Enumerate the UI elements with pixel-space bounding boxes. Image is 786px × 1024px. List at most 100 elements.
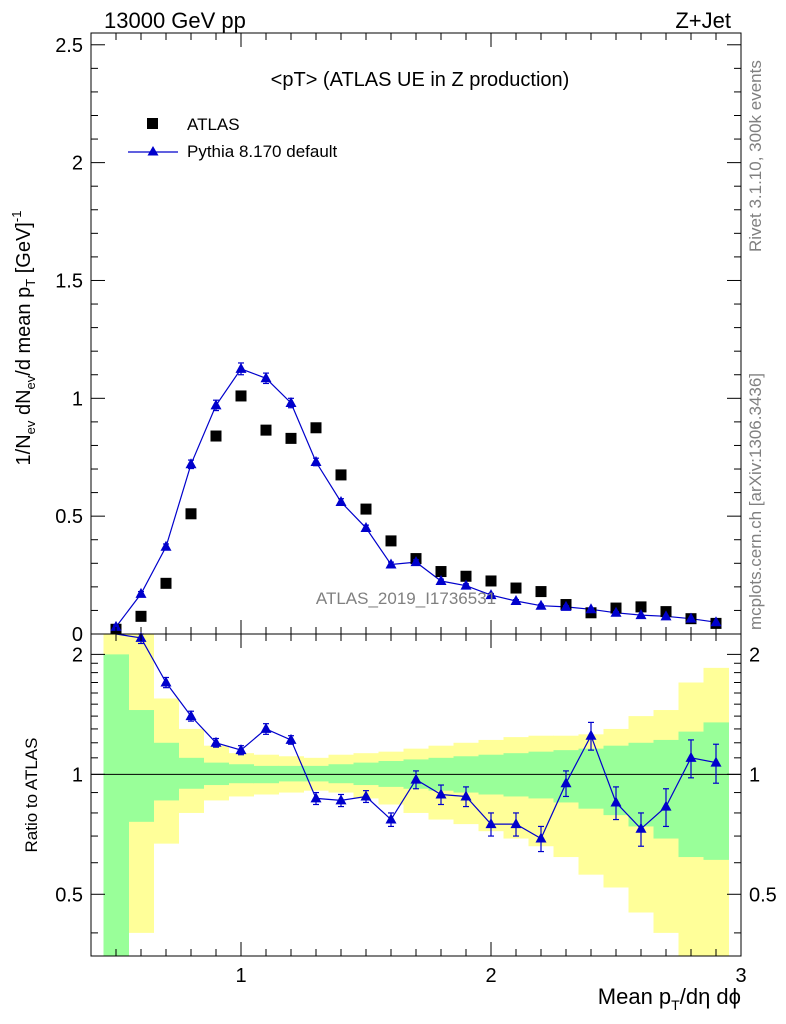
ratio-point [285,733,297,744]
pythia-point [285,397,297,408]
atlas-point [335,469,347,481]
ratio-panel: 0.5 0.5 1 1 2 2 1 2 3 Ratio to ATLAS Mean pT/dη … [22,631,777,1013]
pythia-point [110,620,122,631]
pythia-point [610,606,622,617]
ratio-band-inner [128,710,154,822]
ratio-point [260,722,272,733]
pythia-point [560,600,572,611]
ratio-point [460,790,472,801]
pythia-point [235,362,247,373]
main-ytick-label: 0 [72,624,83,646]
ratio-point [635,822,647,833]
ratio-band-inner [278,765,304,782]
ratio-point [385,813,397,824]
ratio-axes: 0.5 0.5 1 1 2 2 1 2 3 [55,634,777,987]
atlas-point [385,535,397,547]
pythia-point [410,556,422,567]
ratio-band-inner [328,764,354,784]
ratio-band-inner [103,654,129,956]
header-left: 13000 GeV pp [104,8,246,33]
atlas-point [260,424,272,436]
main-plot-marks [110,362,722,635]
pythia-point [535,599,547,610]
ratio-point [610,796,622,807]
rivet-label: Rivet 3.1.10, 300k events [746,60,765,252]
ratio-point [485,818,497,829]
atlas-point [185,508,197,520]
pythia-point [510,595,522,606]
atlas-point [135,610,147,622]
main-axes: 0 0.5 1 1.5 2 2.5 [55,33,741,646]
ratio-xtick-label: 3 [735,965,746,987]
legend-pythia-label: Pythia 8.170 default [187,142,338,161]
ratio-point [160,676,172,687]
ratio-band-inner [153,742,179,801]
atlas-point [160,577,172,589]
ratio-ylabel: Ratio to ATLAS [22,738,41,853]
main-ytick-label: 1 [72,388,83,410]
ratio-band-inner [203,762,229,786]
ratio-point [335,794,347,805]
ratio-ytick-label-right: 1 [749,764,760,786]
pythia-point [360,521,372,532]
pythia-point [485,589,497,600]
atlas-point [535,586,547,598]
ratio-point [310,792,322,803]
ratio-point [560,777,572,788]
atlas-point [210,430,222,442]
ratio-band-inner [703,722,729,860]
pythia-point [385,558,397,569]
atlas-point [635,601,647,613]
atlas-point [485,575,497,587]
header-right: Z+Jet [675,8,731,33]
ratio-point [360,790,372,801]
ratio-point [510,818,522,829]
pythia-point [710,616,722,627]
ratio-band-inner [578,748,604,809]
ratio-band-inner [353,762,379,786]
pythia-point [460,579,472,590]
watermark: ATLAS_2019_I1736531 [316,589,496,608]
ratio-band-inner [228,764,254,784]
ratio-ytick-label-left: 2 [72,644,83,666]
pythia-point [435,574,447,585]
main-ytick-label: 2 [72,153,83,175]
pythia-point [210,399,222,410]
ratio-ytick-label-right: 2 [749,644,760,666]
ratio-point [535,832,547,843]
pythia-point [660,610,672,621]
ratio-point [185,710,197,721]
ratio-xtick-label: 2 [485,965,496,987]
ratio-band-inner [178,757,204,789]
atlas-point [510,582,522,594]
main-title: <pT> (ATLAS UE in Z production) [271,69,570,91]
pythia-point [160,540,172,551]
legend: ATLAS Pythia 8.170 default [128,115,338,161]
ratio-band-inner [528,751,554,799]
main-ytick-label: 0.5 [55,506,83,528]
ratio-ytick-label-left: 0.5 [55,884,83,906]
pythia-point [185,458,197,469]
atlas-point [285,432,297,444]
pythia-point [335,496,347,507]
ratio-point [660,800,672,811]
atlas-point [435,566,447,578]
ratio-ytick-label-left: 1 [72,764,83,786]
pythia-point [685,612,697,623]
ratio-point [710,756,722,767]
main-panel: 0 0.5 1 1.5 2 2.5 <pT> (ATLAS UE in Z product… [9,32,742,646]
ratio-plot-marks [91,631,741,956]
pythia-point [635,609,647,620]
legend-atlas-label: ATLAS [187,115,240,134]
ratio-ytick-label-right: 0.5 [749,884,777,906]
ratio-xtick-label: 1 [235,965,246,987]
ratio-point [410,773,422,784]
atlas-point [360,503,372,515]
mcplots-label: mcplots.cern.ch [arXiv:1306.3436] [746,373,765,630]
legend-pythia-marker [147,146,159,156]
legend-atlas-marker [147,118,158,129]
atlas-point [460,570,472,582]
ratio-point [685,751,697,762]
ratio-point [435,788,447,799]
